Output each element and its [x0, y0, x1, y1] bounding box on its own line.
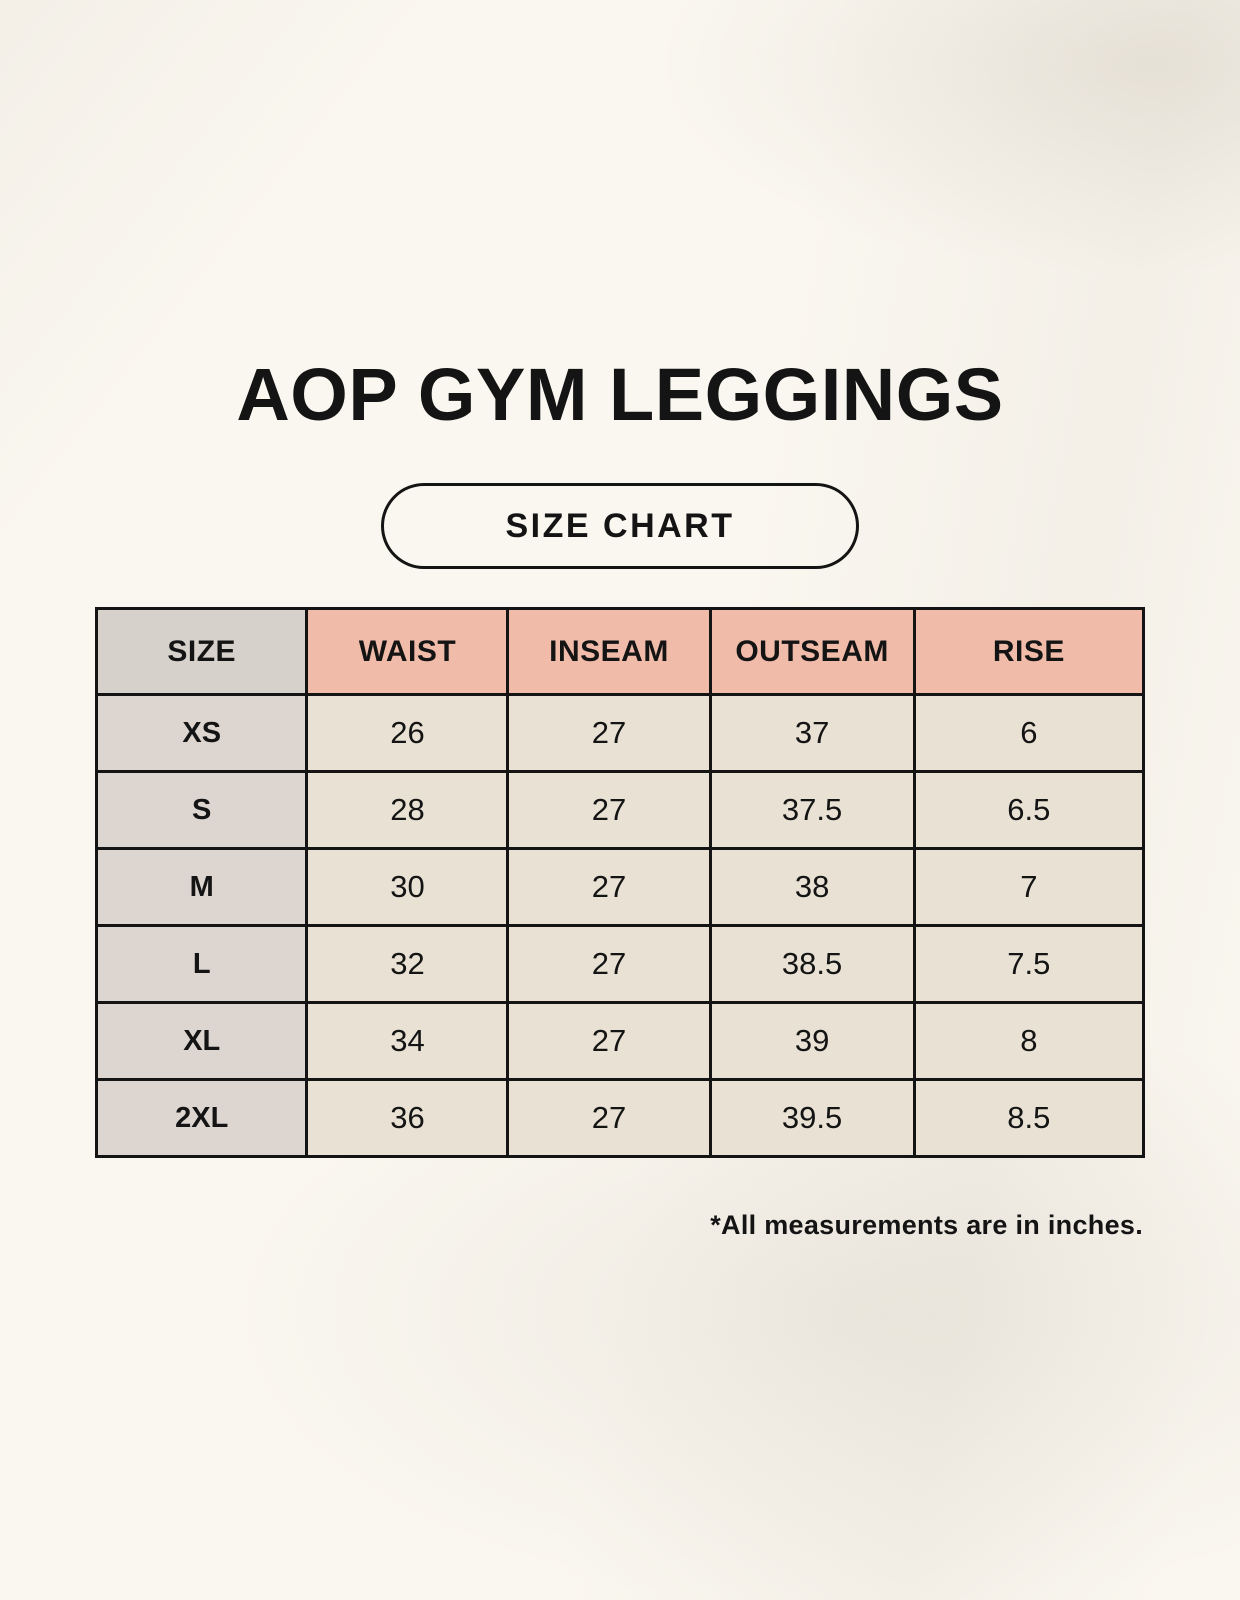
- outseam-cell: 39.5: [708, 1078, 916, 1158]
- rise-cell: 8: [912, 1001, 1146, 1081]
- rise-cell: 6.5: [912, 770, 1146, 850]
- size-chart-body: XS 26 27 37 6 S 28 27 37.5 6.5 M 30 27 38 7 L 32 27 38.5 7.…: [94, 693, 1146, 1158]
- product-title: AOP GYM LEGGINGS: [236, 353, 1004, 436]
- column-header-rise: RISE: [912, 607, 1146, 696]
- size-chart-badge: SIZE CHART: [381, 483, 859, 569]
- table-row-xs: XS 26 27 37 6: [94, 693, 1146, 773]
- waist-cell: 30: [305, 847, 510, 927]
- inseam-cell: 27: [506, 693, 712, 773]
- column-header-outseam: OUTSEAM: [708, 607, 916, 696]
- size-cell: S: [94, 770, 309, 850]
- outseam-cell: 37.5: [708, 770, 916, 850]
- table-row-xl: XL 34 27 39 8: [94, 1001, 1146, 1081]
- size-cell: XL: [94, 1001, 309, 1081]
- outseam-cell: 38.5: [708, 924, 916, 1004]
- waist-cell: 28: [305, 770, 510, 850]
- outseam-cell: 39: [708, 1001, 916, 1081]
- outseam-cell: 37: [708, 693, 916, 773]
- table-row-2xl: 2XL 36 27 39.5 8.5: [94, 1078, 1146, 1158]
- inseam-cell: 27: [506, 1001, 712, 1081]
- measurements-footnote: *All measurements are in inches.: [710, 1210, 1143, 1240]
- size-cell: XS: [94, 693, 309, 773]
- size-cell: M: [94, 847, 309, 927]
- inseam-cell: 27: [506, 924, 712, 1004]
- outseam-cell: 38: [708, 847, 916, 927]
- size-chart-table: SIZE WAIST INSEAM OUTSEAM RISE XS 26 27 37 6 S 28 2…: [94, 607, 1146, 1158]
- waist-cell: 34: [305, 1001, 510, 1081]
- waist-cell: 26: [305, 693, 510, 773]
- table-row-m: M 30 27 38 7: [94, 847, 1146, 927]
- rise-cell: 7: [912, 847, 1146, 927]
- table-row-s: S 28 27 37.5 6.5: [94, 770, 1146, 850]
- size-chart-badge-label: SIZE CHART: [505, 506, 735, 545]
- column-header-waist: WAIST: [305, 607, 510, 696]
- rise-cell: 8.5: [912, 1078, 1146, 1158]
- column-header-size: SIZE: [94, 607, 309, 696]
- rise-cell: 7.5: [912, 924, 1146, 1004]
- inseam-cell: 27: [506, 847, 712, 927]
- size-cell: 2XL: [94, 1078, 309, 1158]
- size-cell: L: [94, 924, 309, 1004]
- header-row: SIZE WAIST INSEAM OUTSEAM RISE: [94, 607, 1146, 696]
- waist-cell: 32: [305, 924, 510, 1004]
- inseam-cell: 27: [506, 1078, 712, 1158]
- rise-cell: 6: [912, 693, 1146, 773]
- table-row-l: L 32 27 38.5 7.5: [94, 924, 1146, 1004]
- column-header-inseam: INSEAM: [506, 607, 712, 696]
- waist-cell: 36: [305, 1078, 510, 1158]
- inseam-cell: 27: [506, 770, 712, 850]
